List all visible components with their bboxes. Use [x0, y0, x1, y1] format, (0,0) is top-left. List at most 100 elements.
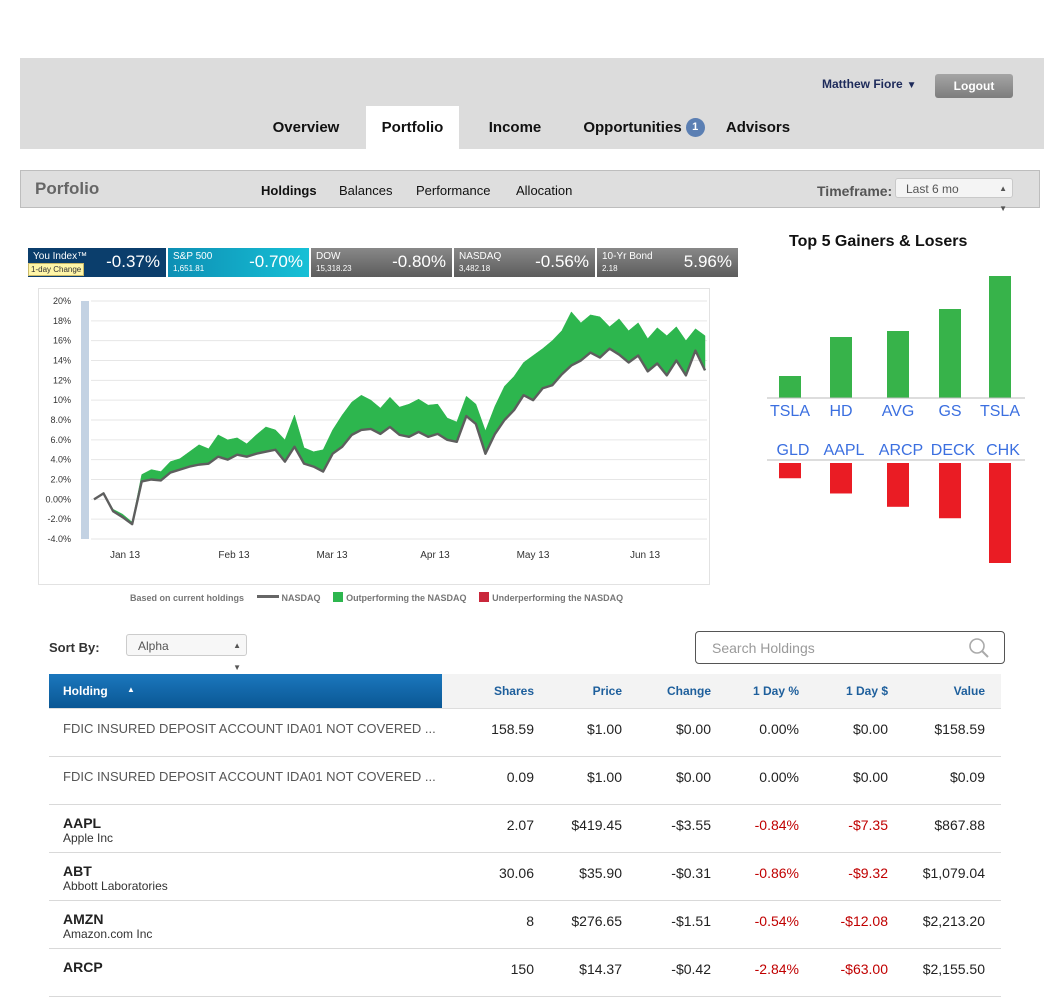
- cell-change: -$1.51: [671, 913, 711, 929]
- timeframe-select[interactable]: Last 6 mo ▲ ▼: [895, 178, 1013, 213]
- cell-usd: -$12.08: [840, 913, 888, 929]
- cell-pct: -0.84%: [754, 817, 799, 833]
- subtab-allocation[interactable]: Allocation: [516, 183, 573, 198]
- column-value[interactable]: Value: [953, 684, 985, 698]
- performance-chart: 20% 18% 16% 14% 12% 10% 8.0% 6.0% 4.0% 2.0% 0.00% -…: [38, 288, 710, 585]
- index-10yr-bond[interactable]: 10-Yr Bond 2.18 5.96%: [597, 248, 738, 277]
- cell-shares: 2.07: [506, 817, 534, 833]
- x-tick-label: Jun 13: [630, 550, 660, 561]
- gainer-bar: [887, 331, 909, 398]
- cell-shares: 0.09: [506, 769, 534, 785]
- y-tick-label: 6.0%: [50, 435, 71, 445]
- cell-change: $0.00: [675, 721, 711, 737]
- notification-badge: 1: [685, 118, 705, 137]
- y-tick-label: 0.00%: [45, 494, 71, 504]
- cell-price: $35.90: [579, 865, 622, 881]
- subtab-balances[interactable]: Balances: [339, 183, 393, 198]
- table-row[interactable]: ABT Abbott Laboratories 30.06 $35.90 -$0.31 -…: [49, 853, 1001, 901]
- cell-shares: 30.06: [498, 865, 534, 881]
- index-you[interactable]: You Index™ 1-day Change -0.37%: [28, 248, 166, 277]
- table-row[interactable]: FDIC INSURED DEPOSIT ACCOUNT IDA01 NOT C…: [49, 709, 1001, 757]
- legend-nasdaq-label: NASDAQ: [281, 593, 321, 603]
- holding-name: Abbott Laboratories: [63, 879, 168, 893]
- tab-opportunities-label: Opportunities: [583, 119, 682, 136]
- chart-legend: Based on current holdings NASDAQ Outperf…: [130, 592, 633, 603]
- gainer-label: TSLA: [770, 403, 810, 420]
- gainer-label: HD: [829, 403, 852, 420]
- table-row[interactable]: FDIC INSURED DEPOSIT ACCOUNT IDA01 NOT C…: [49, 757, 1001, 805]
- index-sp500[interactable]: S&P 500 1,651.81 -0.70%: [168, 248, 309, 277]
- column-1day-usd[interactable]: 1 Day $: [845, 684, 888, 698]
- column-price[interactable]: Price: [592, 684, 622, 698]
- outperform-area: [93, 311, 706, 525]
- tab-overview[interactable]: Overview: [272, 119, 340, 136]
- loser-bar: [779, 463, 801, 479]
- x-tick-label: Mar 13: [316, 550, 348, 561]
- column-change[interactable]: Change: [666, 684, 711, 698]
- subtab-performance[interactable]: Performance: [416, 183, 491, 198]
- index-name: You Index™: [33, 251, 88, 262]
- cell-shares: 150: [510, 961, 534, 977]
- holding-symbol[interactable]: ABT: [63, 863, 92, 879]
- cell-value: $0.09: [949, 769, 985, 785]
- cell-usd: $0.00: [852, 721, 888, 737]
- cell-usd: -$7.35: [848, 817, 888, 833]
- gainer-bar: [779, 376, 801, 398]
- table-row[interactable]: AMZN Amazon.com Inc 8 $276.65 -$1.51 -0.54% -$…: [49, 901, 1001, 949]
- subtab-holdings[interactable]: Holdings: [261, 183, 317, 198]
- user-name: Matthew Fiore: [822, 77, 903, 91]
- holding-symbol[interactable]: AMZN: [63, 911, 104, 927]
- logout-button[interactable]: Logout: [935, 74, 1013, 98]
- y-tick-label: 14%: [53, 356, 71, 366]
- tab-advisors[interactable]: Advisors: [725, 119, 791, 136]
- y-tick-label: -4.0%: [47, 534, 71, 544]
- cell-pct: -0.54%: [754, 913, 799, 929]
- x-tick-label: May 13: [517, 550, 550, 561]
- gainers-losers-chart: TSLA HD AVG GS TSLA GLD AAPL ARCP DECK CHK: [767, 276, 1025, 563]
- cell-pct: -0.86%: [754, 865, 799, 881]
- select-arrows-icon: ▲ ▼: [999, 184, 1007, 213]
- search-input[interactable]: [710, 639, 954, 657]
- holdings-rows: FDIC INSURED DEPOSIT ACCOUNT IDA01 NOT C…: [49, 709, 1001, 997]
- y-tick-label: 4.0%: [50, 455, 71, 465]
- search-holdings[interactable]: [695, 631, 1005, 664]
- search-icon[interactable]: [968, 637, 990, 659]
- user-menu[interactable]: Matthew Fiore ▼: [822, 77, 917, 91]
- loser-bar: [989, 463, 1011, 563]
- table-row[interactable]: AAPL Apple Inc 2.07 $419.45 -$3.55 -0.84% -$7.…: [49, 805, 1001, 853]
- loser-bar: [887, 463, 909, 507]
- holding-symbol[interactable]: ARCP: [63, 959, 103, 975]
- column-holding[interactable]: Holding ▲: [49, 674, 442, 708]
- holding-description: FDIC INSURED DEPOSIT ACCOUNT IDA01 NOT C…: [63, 769, 436, 784]
- index-dow[interactable]: DOW 15,318.23 -0.80%: [311, 248, 452, 277]
- loser-label: GLD: [777, 442, 810, 459]
- sort-value: Alpha: [138, 639, 169, 653]
- timeframe-label: Timeframe:: [817, 183, 893, 199]
- tab-opportunities[interactable]: Opportunities 1: [574, 106, 714, 149]
- timeframe-value: Last 6 mo: [906, 182, 959, 196]
- tab-income[interactable]: Income: [488, 119, 542, 136]
- sort-label: Sort By:: [49, 640, 100, 655]
- column-1day-pct[interactable]: 1 Day %: [752, 684, 799, 698]
- index-name: 10-Yr Bond: [602, 251, 653, 262]
- tab-portfolio[interactable]: Portfolio: [366, 106, 459, 149]
- cell-price: $14.37: [579, 961, 622, 977]
- table-row[interactable]: ARCP 150 $14.37 -$0.42 -2.84% -$63.00 $2,155.5…: [49, 949, 1001, 997]
- legend-red-swatch: [479, 592, 490, 602]
- legend-outperform: Outperforming the NASDAQ: [333, 592, 467, 603]
- holding-symbol[interactable]: AAPL: [63, 815, 102, 831]
- cell-pct: -2.84%: [754, 961, 799, 977]
- column-shares[interactable]: Shares: [493, 684, 534, 698]
- legend-nasdaq: NASDAQ: [256, 593, 321, 603]
- index-nasdaq[interactable]: NASDAQ 3,482.18 -0.56%: [454, 248, 595, 277]
- cell-shares: 158.59: [491, 721, 534, 737]
- cell-change: $0.00: [675, 769, 711, 785]
- index-name: DOW: [316, 251, 341, 262]
- cell-value: $867.88: [934, 817, 985, 833]
- sort-select[interactable]: Alpha ▲ ▼: [126, 634, 247, 672]
- loser-label: AAPL: [824, 442, 865, 459]
- cell-value: $2,213.20: [922, 913, 985, 929]
- performance-chart-svg: 20% 18% 16% 14% 12% 10% 8.0% 6.0% 4.0% 2.0% 0.00% -…: [45, 296, 707, 561]
- index-name: NASDAQ: [459, 251, 502, 262]
- loser-bar: [939, 463, 961, 519]
